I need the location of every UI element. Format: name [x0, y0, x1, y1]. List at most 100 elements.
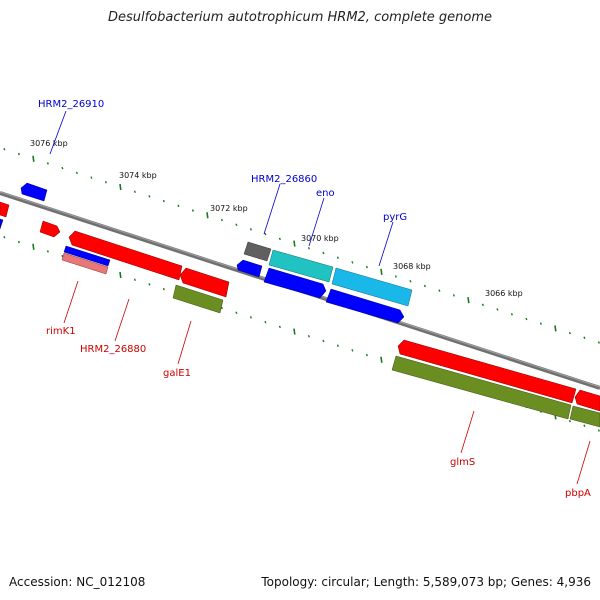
upper-ruler-minor-tick [452, 294, 455, 297]
upper-ruler-major-tick [206, 212, 209, 219]
upper-ruler-minor-tick [597, 341, 600, 344]
feature-hrm2-26880-forward [68, 230, 183, 281]
lower-ruler-minor-tick [322, 339, 325, 343]
upper-ruler-minor-tick [568, 331, 571, 335]
leader-pyrG [378, 221, 394, 267]
feature-hrm2-26860-reverse [236, 259, 263, 278]
feature-hrm2-26910-reverse [20, 182, 48, 202]
upper-ruler-minor-tick [162, 199, 165, 203]
upper-ruler-minor-tick [510, 312, 513, 316]
upper-ruler-minor-tick [3, 148, 6, 151]
feature-pyrG-rna [331, 267, 413, 307]
leader-pbpA [576, 440, 591, 485]
map-title: Desulfobacterium autotrophicum HRM2, com… [107, 10, 493, 25]
upper-ruler-minor-tick [61, 166, 64, 170]
feature-upper-red-edge [0, 201, 10, 218]
tick-label-3066: 3066 kbp [485, 289, 523, 298]
upper-ruler-major-tick [32, 155, 35, 162]
upper-ruler-minor-tick [307, 247, 310, 250]
lower-ruler-minor-tick [162, 287, 165, 291]
upper-ruler-minor-tick [583, 336, 586, 340]
upper-ruler-major-tick [119, 183, 122, 191]
upper-ruler-minor-tick [148, 195, 151, 198]
upper-ruler-minor-tick [525, 317, 528, 321]
gene-label-galE1: galE1 [163, 368, 191, 379]
upper-ruler-minor-tick [481, 303, 484, 307]
feature-pbpA-cog [569, 405, 600, 428]
upper-ruler-minor-tick [351, 261, 354, 264]
lower-ruler-minor-tick [365, 353, 368, 357]
feature-eno-reverse [263, 267, 327, 299]
lower-ruler-minor-tick [133, 278, 136, 281]
gene-label-hrm2-26880: HRM2_26880 [80, 344, 146, 355]
upper-ruler-minor-tick [496, 308, 499, 311]
lower-ruler-minor-tick [351, 349, 354, 352]
tick-label-3070: 3070 kbp [301, 234, 339, 243]
upper-ruler-minor-tick [278, 237, 281, 241]
upper-ruler-major-tick [293, 240, 296, 247]
upper-ruler-major-tick [554, 325, 557, 332]
genome-summary-text: Topology: circular; Length: 5,589,073 bp… [261, 575, 591, 589]
upper-ruler-minor-tick [336, 256, 339, 259]
feature-pbpA-forward [574, 389, 600, 412]
feature-left-blue-edge [0, 218, 4, 230]
leader-rimK1 [63, 280, 79, 324]
upper-ruler-major-tick [380, 268, 383, 275]
lower-ruler-major-tick [32, 243, 35, 250]
gene-label-hrm2-26860: HRM2_26860 [251, 174, 317, 185]
upper-ruler-minor-tick [177, 204, 180, 208]
feature-galE1-cog [172, 284, 224, 314]
gene-label-pbpA: pbpA [565, 488, 591, 499]
lower-ruler-minor-tick [307, 335, 310, 338]
lower-ruler-minor-tick [597, 429, 600, 432]
tick-label-3076: 3076 kbp [30, 139, 68, 148]
leader-hrm2-26910 [49, 110, 67, 155]
lower-ruler-minor-tick [583, 424, 586, 428]
feature-hrm2-26860-other [243, 241, 272, 262]
leader-hrm2-26880 [114, 298, 130, 342]
tick-label-3072: 3072 kbp [210, 204, 248, 213]
gene-label-rimK1: rimK1 [46, 326, 76, 337]
feature-galE1-forward [179, 267, 230, 298]
feature-pyrG-reverse [325, 288, 405, 324]
feature-rimK1-rna [61, 252, 109, 275]
lower-ruler-minor-tick [264, 320, 267, 324]
lower-ruler-minor-tick [249, 316, 252, 319]
feature-glmS-cog [391, 355, 572, 420]
lower-ruler-minor-tick [46, 250, 49, 253]
gene-label-hrm2-26910: HRM2_26910 [38, 99, 104, 110]
upper-ruler-minor-tick [423, 284, 426, 288]
upper-ruler-minor-tick [191, 209, 194, 212]
upper-ruler-minor-tick [264, 232, 267, 236]
upper-ruler-major-tick [467, 296, 470, 304]
feature-rimK1-forward-blue [63, 245, 111, 267]
lower-ruler-minor-tick [220, 306, 223, 310]
upper-tick-ruler [3, 148, 600, 344]
lower-ruler-major-tick [293, 328, 296, 335]
lower-ruler-minor-tick [568, 419, 571, 423]
upper-ruler-minor-tick [235, 223, 238, 226]
gene-label-eno: eno [316, 188, 335, 199]
upper-ruler-minor-tick [75, 171, 78, 175]
leader-eno [308, 197, 325, 247]
lower-ruler-minor-tick [278, 325, 281, 329]
upper-ruler-minor-tick [104, 181, 107, 184]
upper-ruler-minor-tick [539, 322, 542, 325]
upper-ruler-minor-tick [46, 162, 49, 165]
tick-label-3068: 3068 kbp [393, 262, 431, 271]
leader-glmS [460, 410, 475, 454]
lower-ruler-major-tick [380, 356, 383, 363]
lower-ruler-major-tick [119, 271, 122, 279]
gene-label-pyrG: pyrG [383, 212, 407, 223]
upper-ruler-minor-tick [90, 176, 93, 179]
upper-ruler-minor-tick [220, 218, 223, 222]
upper-ruler-minor-tick [394, 275, 397, 278]
feature-eno-rna [268, 249, 334, 283]
upper-ruler-minor-tick [365, 265, 368, 269]
upper-ruler-minor-tick [322, 251, 325, 255]
upper-ruler-minor-tick [409, 279, 412, 283]
lower-ruler-minor-tick [336, 344, 339, 347]
tick-label-3074: 3074 kbp [119, 171, 157, 180]
lower-ruler-minor-tick [17, 240, 20, 244]
